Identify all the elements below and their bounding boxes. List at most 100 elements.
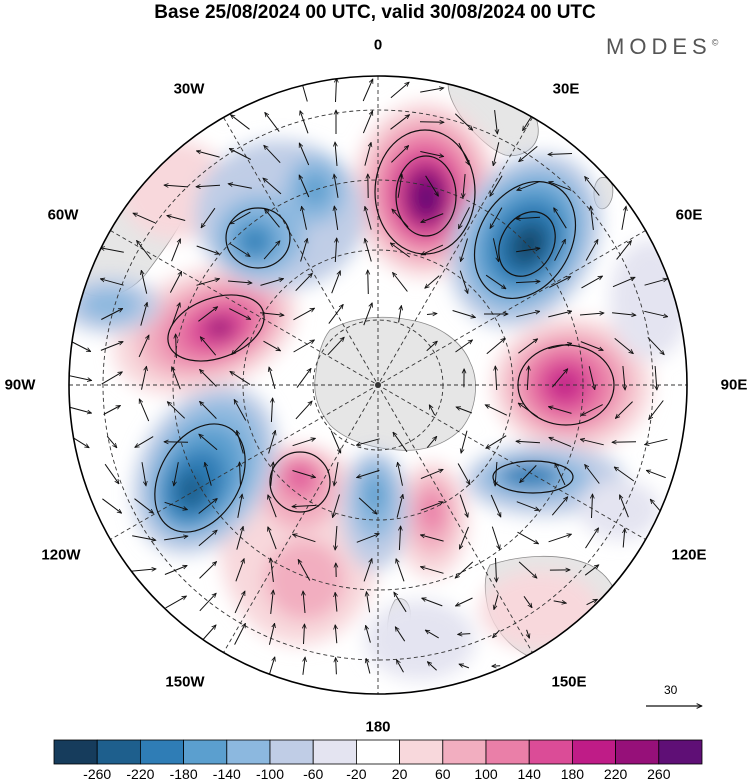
- wind-vector: [200, 401, 217, 419]
- wind-vector: [519, 146, 538, 161]
- wind-vector: [459, 664, 470, 669]
- lon-label-90w: 90W: [4, 376, 36, 394]
- wind-vector: [518, 403, 539, 418]
- wind-vector: [393, 432, 408, 453]
- wind-vector: [269, 367, 276, 390]
- wind-vector: [623, 529, 625, 548]
- wind-vector: [172, 367, 181, 390]
- wind-vector: [198, 499, 218, 514]
- wind-vector: [426, 314, 437, 315]
- wind-vector: [454, 113, 472, 130]
- wind-vector: [398, 306, 402, 323]
- wind-vector: [171, 303, 180, 326]
- wind-vector: [298, 560, 311, 581]
- wind-vector: [328, 304, 343, 324]
- wind-vector: [199, 562, 217, 579]
- colorbar-swatch: [399, 739, 444, 765]
- wind-vector: [362, 111, 372, 134]
- wind-vector: [421, 244, 444, 256]
- wind-vector: [390, 115, 410, 130]
- wind-vector: [265, 209, 280, 228]
- wind-vector: [265, 112, 280, 132]
- wind-vector: [358, 497, 377, 514]
- wind-vector: [234, 623, 246, 645]
- wind-vector: [614, 467, 635, 482]
- colorbar-swatch: [183, 739, 228, 765]
- wind-vector: [518, 561, 537, 578]
- wind-vector: [263, 241, 280, 260]
- wind-vector: [270, 590, 274, 614]
- south-pole-marker: [375, 382, 381, 388]
- wind-vector: [486, 435, 507, 449]
- wind-vectors: [69, 78, 667, 676]
- wind-vector: [459, 270, 468, 294]
- wind-vector: [548, 343, 571, 350]
- wind-vector: [366, 592, 371, 613]
- wind-vector: [330, 430, 340, 453]
- wind-vector: [231, 115, 250, 130]
- wind-vector: [396, 494, 403, 518]
- wind-vector: [493, 629, 500, 638]
- wind-vector: [167, 402, 186, 419]
- wind-vector: [548, 311, 571, 318]
- wind-vector: [390, 243, 410, 258]
- wind-vector: [585, 528, 599, 549]
- wind-vector: [236, 526, 243, 550]
- wind-vector: [455, 561, 474, 578]
- wind-vector: [292, 438, 316, 447]
- wind-vector: [615, 401, 633, 419]
- wind-vector: [201, 207, 216, 228]
- wind-vector: [134, 498, 154, 514]
- colorbar-swatch: [485, 739, 530, 765]
- colorbar-tick-label: 260: [647, 766, 671, 782]
- lon-label-120e: 120E: [671, 546, 707, 564]
- wind-vector: [335, 625, 337, 644]
- colorbar-swatch: [312, 739, 357, 765]
- wind-vector: [234, 591, 246, 614]
- wind-vector: [455, 340, 473, 353]
- wind-vector: [335, 238, 336, 263]
- wind-vector: [268, 431, 276, 454]
- wind-vector: [141, 270, 148, 294]
- brand-name: MODES: [606, 34, 712, 59]
- wind-vector: [69, 375, 91, 381]
- wind-vector: [399, 526, 400, 551]
- wind-vector: [232, 337, 249, 354]
- lon-label-30w: 30W: [173, 80, 205, 98]
- wind-vector: [293, 308, 315, 321]
- wind-vector: [485, 274, 506, 289]
- wind-vector: [647, 336, 664, 354]
- wind-vector: [200, 370, 217, 387]
- wind-vector: [580, 341, 603, 351]
- wind-vector: [199, 434, 218, 451]
- colorbar-swatch: [139, 739, 184, 765]
- wind-vector: [304, 624, 305, 645]
- wind-vector: [263, 340, 281, 351]
- colorbar-tick-label: -260: [83, 766, 112, 782]
- wind-vector: [422, 598, 443, 607]
- wind-vector: [516, 311, 539, 318]
- wind-vector: [588, 366, 595, 389]
- lon-label-90e: 90E: [720, 376, 748, 394]
- wind-vector: [396, 559, 405, 582]
- wind-vector: [420, 151, 443, 157]
- wind-vector: [549, 407, 572, 414]
- wind-vector: [196, 245, 220, 254]
- wind-vector: [171, 239, 181, 262]
- wind-vector: [299, 143, 310, 166]
- wind-vector: [554, 208, 567, 229]
- wind-vector: [335, 525, 337, 550]
- wind-vector: [366, 625, 371, 643]
- wind-vector: [263, 178, 282, 195]
- wind-vector: [649, 400, 664, 420]
- wind-vector: [164, 536, 188, 541]
- colorbar-swatch: [615, 739, 660, 765]
- wind-vector: [554, 239, 566, 261]
- wind-vector: [554, 463, 566, 486]
- wind-vector: [495, 461, 497, 486]
- wind-vector: [485, 404, 508, 416]
- wind-vector: [520, 465, 537, 482]
- wind-vector: [616, 241, 632, 260]
- wind-vector: [362, 79, 374, 102]
- wind-vector: [397, 660, 404, 673]
